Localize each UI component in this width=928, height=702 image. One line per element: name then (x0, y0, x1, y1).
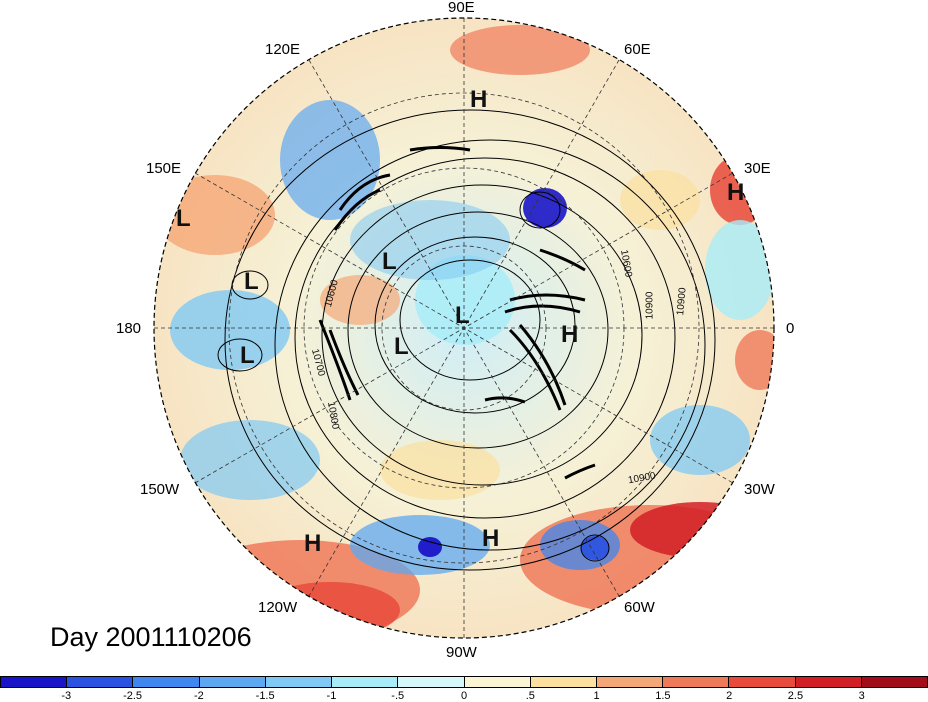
lon-label-120e: 120E (265, 41, 301, 58)
lon-label-30e: 30E (744, 160, 771, 177)
colorbar-segment (199, 677, 266, 687)
low-center: L (455, 302, 470, 329)
graticule (154, 18, 774, 638)
colorbar-segment (265, 677, 333, 687)
lon-label-120w: 120W (258, 599, 298, 616)
lon-label-60e: 60E (624, 41, 651, 58)
map-border (153, 17, 775, 639)
height-contours (217, 109, 716, 571)
colorbar-tick-label: 1.5 (655, 690, 671, 702)
colorbar-tick-label: 1 (593, 690, 600, 702)
low-center: L (244, 268, 259, 295)
colorbar-tick-label: -1.5 (255, 690, 275, 702)
colorbar-tick-label: -.5 (391, 690, 405, 702)
high-center: H (482, 525, 500, 552)
colorbar-segment (1, 677, 68, 687)
colorbar-tick-label: -1 (326, 690, 337, 702)
colorbar-segment (596, 677, 664, 687)
lon-label-90w: 90W (446, 644, 477, 661)
low-center: L (382, 248, 397, 275)
colorbar-segment (398, 677, 465, 687)
lon-label-60w: 60W (624, 599, 655, 616)
lon-label-150w: 150W (140, 481, 180, 498)
colorbar-tick-label: -3 (61, 690, 72, 702)
colorbar-segment (530, 677, 597, 687)
colorbar (0, 676, 928, 688)
colorbar-segment (67, 677, 134, 687)
lon-label-90e: 90E (448, 0, 475, 16)
colorbar-segment (861, 677, 928, 687)
colorbar-segment (795, 677, 862, 687)
colorbar-tick-label: -2 (193, 690, 204, 702)
lon-label-30w: 30W (744, 481, 775, 498)
high-center: H (561, 321, 579, 348)
colorbar-tick-label: 2.5 (787, 690, 804, 702)
lon-label-180: 180 (116, 320, 142, 337)
day-title: Day 2001110206 (50, 622, 252, 652)
lon-label-150e: 150E (146, 160, 182, 177)
colorbar-tick-label: 3 (858, 690, 865, 702)
colorbar-segment (663, 677, 730, 687)
colorbar-tick-label: 0 (460, 690, 468, 702)
colorbar-segment (729, 677, 796, 687)
colorbar-ticks: -3 -2.5 -2 -1.5 -1 -.5 0 .5 1 1.5 2 2.5 3 (0, 690, 928, 702)
low-center: L (176, 205, 191, 232)
low-center: L (394, 333, 409, 360)
colorbar-segment (133, 677, 200, 687)
high-center: H (470, 86, 488, 113)
lon-label-0: 0 (786, 320, 795, 337)
colorbar-tick-label: 2 (726, 690, 733, 702)
jet-streaks (318, 146, 596, 480)
colorbar-tick-label: .5 (525, 690, 535, 702)
colorbar-segment (332, 677, 399, 687)
colorbar-segment (464, 677, 531, 687)
high-center: H (304, 530, 322, 557)
high-center: H (727, 179, 745, 206)
colorbar-tick-label: -2.5 (123, 690, 143, 702)
low-center: L (240, 342, 255, 369)
contour-label: 10900 (644, 291, 656, 320)
